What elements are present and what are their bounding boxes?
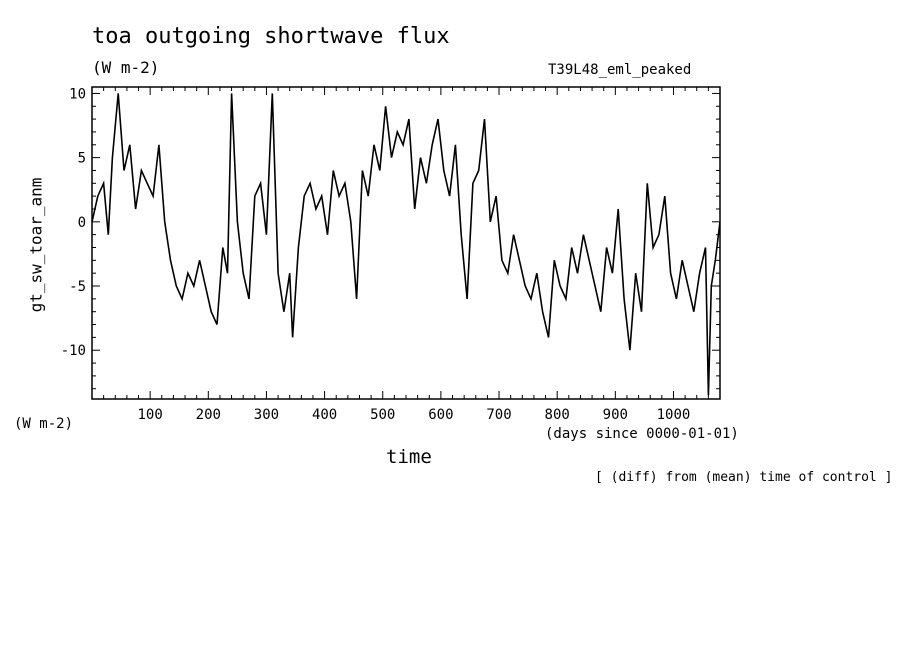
run-label: T39L48_eml_peaked (548, 62, 692, 78)
chart-title: toa outgoing shortwave flux (92, 24, 450, 49)
series-line-0 (92, 93, 720, 396)
x-tick-label: 1000 (657, 407, 691, 423)
x-tick-label: 800 (545, 407, 570, 423)
y-tick-label: 5 (78, 151, 86, 167)
x-tick-label: 700 (486, 407, 511, 423)
y-tick-label: 0 (78, 215, 86, 231)
x-tick-label: 500 (370, 407, 395, 423)
x-tick-label: 100 (137, 407, 162, 423)
y-tick-label: 10 (69, 86, 86, 102)
chart-note: [ (diff) from (mean) time of control ] (595, 470, 893, 485)
y-tick-label: -10 (61, 343, 86, 359)
y-axis-units: (W m-2) (14, 416, 74, 432)
x-axis-label: time (386, 446, 432, 468)
x-tick-label: 900 (603, 407, 628, 423)
x-axis-unit-label: (days since 0000-01-01) (545, 426, 739, 442)
chart-units: (W m-2) (92, 58, 160, 77)
x-tick-label: 300 (254, 407, 279, 423)
x-tick-label: 400 (312, 407, 337, 423)
y-tick-label: -5 (69, 279, 86, 295)
x-tick-label: 200 (196, 407, 221, 423)
x-tick-label: 600 (428, 407, 453, 423)
